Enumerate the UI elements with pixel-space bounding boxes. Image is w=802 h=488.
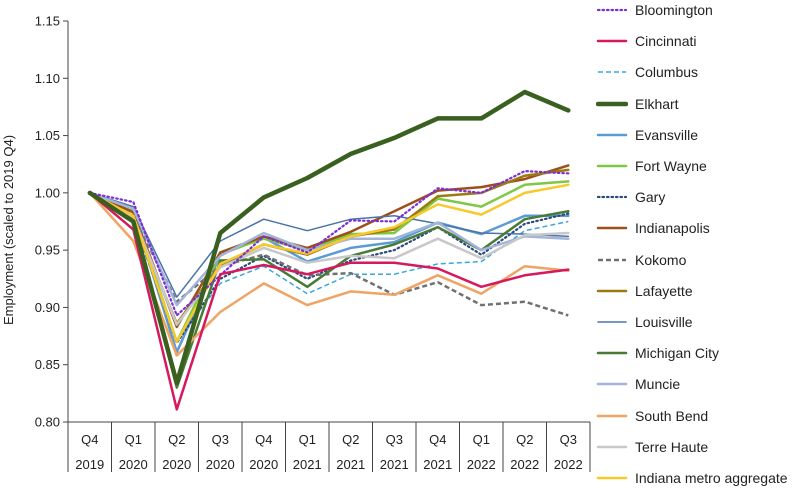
legend-item: Indianapolis [596, 218, 710, 238]
legend-swatch [596, 8, 628, 12]
legend-label: Fort Wayne [635, 158, 707, 174]
x-tick-quarter: Q3 [212, 432, 229, 447]
legend-swatch [597, 321, 627, 323]
y-tick-label: 1.10 [35, 71, 60, 86]
y-tick-label: 0.90 [35, 300, 60, 315]
x-tick-quarter: Q1 [125, 432, 142, 447]
x-tick-year: 2021 [293, 457, 322, 472]
legend-swatch [596, 414, 628, 417]
x-tick-year: 2021 [380, 457, 409, 472]
axes [67, 21, 591, 472]
x-tick-quarter: Q2 [342, 432, 359, 447]
x-tick-quarter: Q3 [386, 432, 403, 447]
x-axis-ticks: Q4 2019 Q1 2020 Q2 2020 Q3 2020 Q4 2020 Q1 2021 Q2 20… [75, 432, 582, 472]
legend-label: Bloomington [635, 2, 713, 18]
legend-label: Columbus [635, 64, 699, 81]
legend-label: Lafayette [635, 282, 693, 299]
y-tick-label: 0.80 [35, 415, 60, 430]
series-line-evansville [88, 191, 570, 354]
y-axis-ticks: 0.80 0.85 0.90 0.95 1.00 1.05 1.10 1.15 [35, 14, 68, 430]
legend-item: Bloomington [596, 0, 713, 20]
legend-swatch [598, 71, 626, 74]
x-tick-year: 2021 [423, 457, 452, 472]
legend-label: Terre Haute [635, 438, 709, 455]
x-tick-quarter: Q2 [516, 432, 533, 447]
series-line-terre-haute [88, 191, 570, 326]
x-tick-quarter: Q3 [560, 432, 577, 447]
legend-item: Elkhart [596, 94, 679, 114]
legend-item: Indiana metro aggregate [596, 468, 788, 488]
x-tick-quarter: Q4 [429, 432, 446, 447]
legend-swatch [598, 258, 626, 261]
legend-swatch [596, 289, 628, 293]
legend-swatch [596, 383, 628, 386]
legend-swatch [596, 351, 628, 355]
y-tick-label: 1.15 [35, 14, 60, 29]
legend-item: Lafayette [596, 281, 693, 301]
y-axis-label: Employment (scaled to 2019 Q4) [1, 135, 16, 325]
legend-label: Indiana metro aggregate [635, 470, 788, 486]
x-tick-year: 2020 [249, 457, 278, 472]
y-tick-label: 0.95 [35, 243, 60, 258]
x-tick-year: 2020 [206, 457, 235, 472]
series-line-louisville [89, 192, 570, 298]
x-tick-year: 2021 [336, 457, 365, 472]
series-line-cincinnati [88, 191, 570, 411]
x-tick-year: 2022 [554, 457, 583, 472]
legend-item: Evansville [596, 125, 698, 145]
x-tick-year: 2019 [75, 457, 104, 472]
x-tick-quarter: Q4 [255, 432, 272, 447]
x-tick-quarter: Q2 [168, 432, 185, 447]
legend-label: Gary [635, 189, 666, 206]
x-tick-quarter: Q1 [299, 432, 316, 447]
series-line-indiana-metro-aggregate [88, 183, 570, 344]
x-tick-year: 2020 [119, 457, 148, 472]
series-line-bloomington [88, 170, 570, 317]
x-tick-year: 2020 [162, 457, 191, 472]
legend-swatch [596, 445, 628, 449]
series-line-south-bend [88, 191, 570, 357]
x-tick-quarter: Q1 [473, 432, 490, 447]
legend-swatch [596, 196, 628, 199]
legend-item: Gary [596, 187, 665, 207]
legend-label: Michigan City [635, 345, 720, 362]
legend-label: Evansville [635, 126, 699, 143]
legend-item: Muncie [596, 374, 680, 394]
legend-item: Kokomo [596, 250, 686, 270]
legend-label: Kokomo [635, 251, 687, 268]
legend-item: Terre Haute [596, 437, 708, 457]
legend-label: Cincinnati [635, 33, 697, 50]
legend-item: Michigan City [596, 343, 719, 363]
series-line-elkhart [87, 89, 571, 386]
x-tick-quarter: Q4 [81, 432, 98, 447]
legend-item: Cincinnati [596, 31, 696, 51]
legend-swatch [596, 227, 628, 230]
legend-item: Fort Wayne [596, 156, 707, 176]
legend-swatch [596, 164, 628, 168]
legend-swatch [596, 39, 628, 43]
legend-swatch [596, 101, 628, 106]
legend-label: Elkhart [635, 95, 679, 112]
series-line-columbus [89, 192, 569, 342]
x-tick-year: 2022 [467, 457, 496, 472]
series-lines [87, 89, 571, 411]
legend-item: South Bend [596, 406, 708, 426]
legend-label: South Bend [635, 407, 709, 424]
y-tick-label: 1.00 [35, 185, 60, 200]
legend-swatch [596, 476, 628, 480]
legend-swatch [596, 133, 628, 137]
legend-item: Louisville [596, 312, 693, 332]
legend-label: Indianapolis [635, 220, 710, 237]
legend-label: Muncie [635, 376, 681, 393]
y-tick-label: 0.85 [35, 357, 60, 372]
y-tick-label: 1.05 [35, 128, 60, 143]
x-tick-year: 2022 [510, 457, 539, 472]
legend-label: Louisville [635, 314, 693, 330]
legend-item: Columbus [596, 62, 698, 82]
